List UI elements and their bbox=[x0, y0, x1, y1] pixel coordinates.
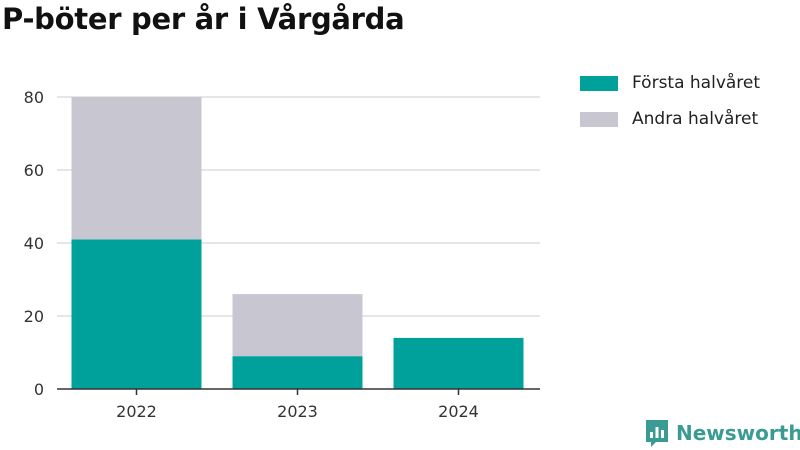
x-tick-labels: 2022 2023 2024 bbox=[116, 389, 479, 421]
y-tick-label-40: 40 bbox=[24, 234, 44, 253]
bar-2022-series-0[interactable] bbox=[71, 239, 202, 389]
y-tick-label-0: 0 bbox=[34, 380, 44, 399]
legend-swatch-forsta bbox=[580, 75, 618, 91]
legend-item-andra[interactable]: Andra halvåret bbox=[580, 106, 760, 132]
newsworthy-logo-icon bbox=[646, 420, 668, 447]
legend-swatch-andra bbox=[580, 111, 618, 127]
legend: Första halvåret Andra halvåret bbox=[580, 70, 760, 142]
x-tick-label-2023: 2023 bbox=[277, 402, 318, 421]
x-tick-label-2022: 2022 bbox=[116, 402, 157, 421]
bars bbox=[71, 97, 524, 389]
bar-2023-series-0[interactable] bbox=[232, 356, 363, 389]
legend-label-forsta: Första halvåret bbox=[632, 73, 761, 93]
legend-item-forsta[interactable]: Första halvåret bbox=[580, 70, 760, 96]
y-tick-label-20: 20 bbox=[24, 307, 44, 326]
y-tick-label-80: 80 bbox=[24, 88, 44, 107]
newsworthy-brand[interactable]: Newsworthy bbox=[644, 418, 800, 448]
bar-2023-series-1[interactable] bbox=[232, 294, 363, 357]
y-tick-label-60: 60 bbox=[24, 161, 44, 180]
chart-title: P-böter per år i Vårgårda bbox=[2, 2, 405, 36]
legend-label-andra: Andra halvåret bbox=[632, 109, 759, 129]
bar-chart: 0 20 40 60 80 2022 2023 2024 bbox=[24, 88, 540, 421]
bar-2024-series-0[interactable] bbox=[393, 337, 524, 389]
y-tick-labels: 0 20 40 60 80 bbox=[24, 88, 44, 399]
brand-name: Newsworthy bbox=[676, 421, 800, 445]
bar-2022-series-1[interactable] bbox=[71, 97, 202, 240]
x-tick-label-2024: 2024 bbox=[438, 402, 479, 421]
